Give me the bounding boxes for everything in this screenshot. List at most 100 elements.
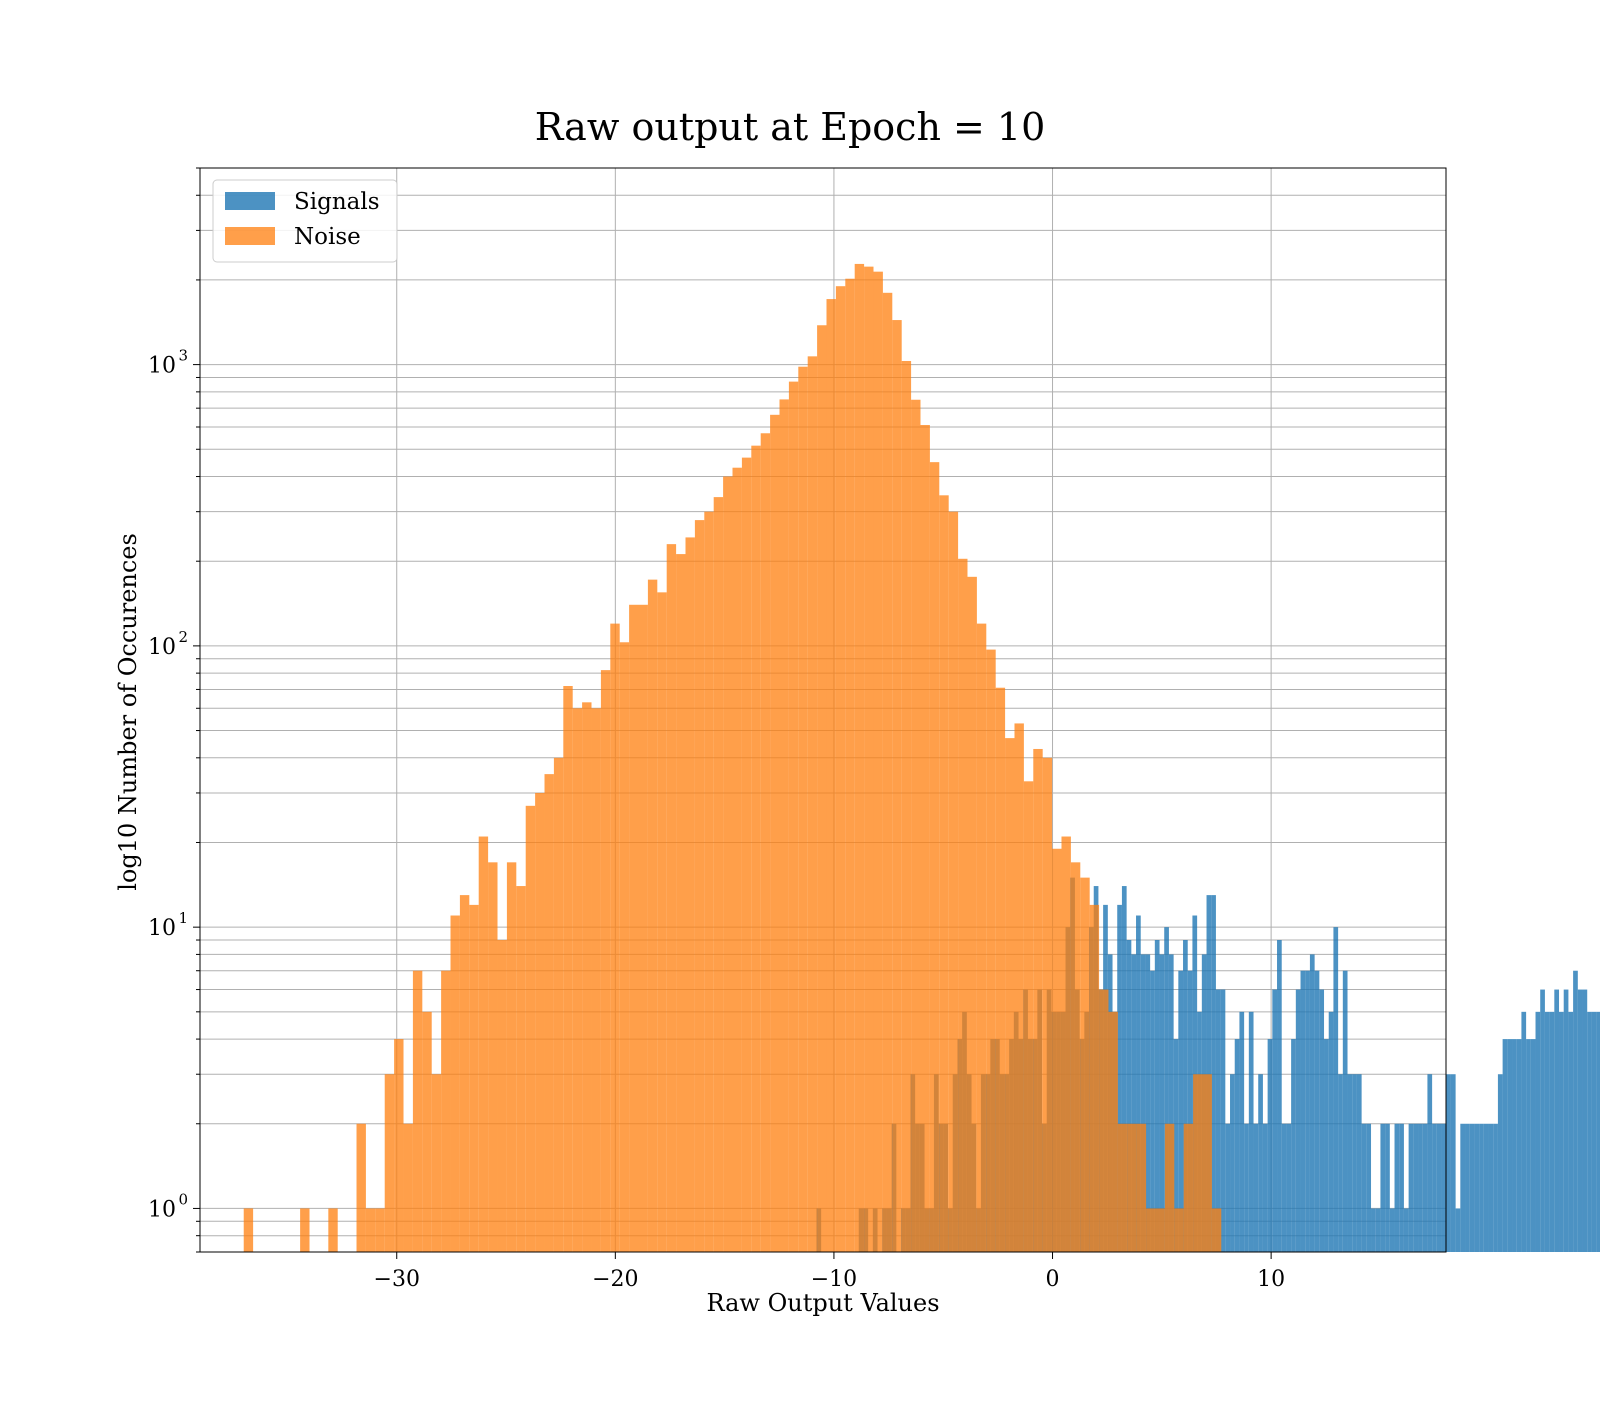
signals-bar [1168,954,1174,1252]
plot-frame [199,167,1447,1253]
signals-bar [1469,1123,1475,1252]
x-axis-label: Raw Output Values [706,1289,939,1317]
signals-bar [1286,1123,1292,1252]
signals-bar [1206,895,1212,1252]
noise-bar [525,805,536,1252]
x-tick-label: 10 [1257,1267,1285,1292]
noise-bar [1023,781,1034,1252]
signals-bar [1281,1123,1287,1252]
signals-bar [1436,1123,1442,1252]
signals-bar [1300,970,1306,1252]
noise-bar [1099,989,1109,1252]
noise-bar [450,915,460,1252]
noise-bar [929,462,940,1253]
noise-bar [657,592,667,1252]
signals-bar [1305,970,1310,1252]
noise-bar [1146,1208,1156,1252]
noise-bar [741,457,752,1252]
signals-bar [1230,1074,1235,1252]
noise-bar [760,433,771,1252]
signals-bar [1441,1123,1447,1252]
signals-bar [1239,1011,1245,1252]
noise-bar [600,670,611,1252]
noise-bar [939,495,949,1252]
signals-bar [1399,1123,1404,1252]
signals-bar [1535,1011,1541,1252]
noise-bar [1155,1208,1165,1252]
noise-bar [976,623,987,1252]
signals-bar [1248,1011,1254,1252]
noise-bar [1108,1011,1118,1252]
noise-bar [619,642,630,1252]
signals-bar [1497,1074,1503,1252]
noise-bar [1089,904,1100,1252]
noise-bar [384,1074,395,1252]
signals-bar [1258,1074,1263,1252]
noise-bar [779,399,789,1253]
noise-bar [591,708,601,1252]
noise-bar [713,497,724,1252]
noise-bar [694,520,705,1252]
signals-bar [1140,954,1146,1252]
signals-bar [1347,1074,1353,1252]
x-tick-label: −10 [811,1267,857,1292]
noise-bar [572,708,583,1252]
noise-bar [864,266,874,1252]
signals-bar [1568,1011,1574,1252]
signals-bar [1544,1011,1550,1252]
y-axis-label: log10 Number of Occurences [114,533,142,891]
signals-bar [1375,1208,1381,1252]
y-tick-label: 10 [148,354,176,379]
bars-layer [243,263,1600,1253]
signals-bar [1587,1011,1592,1252]
noise-bar [1014,723,1024,1252]
noise-bar [412,970,423,1252]
signals-bar [1554,989,1560,1252]
noise-bar [1174,1208,1184,1252]
signals-bar [1465,1123,1470,1252]
signals-bar [1422,1123,1428,1252]
y-tick-exponent: 3 [178,347,188,365]
noise-bar [1211,1208,1222,1252]
noise-bar [647,579,658,1252]
signals-bar [1324,1039,1329,1252]
noise-bar [732,467,742,1252]
signals-bar [1474,1123,1480,1252]
signals-bar [1159,954,1165,1252]
signals-bar [1563,989,1569,1252]
signals-bar [1145,954,1151,1252]
noise-bar [967,576,977,1252]
legend-swatch-signals [225,192,275,210]
signals-bar [1591,1011,1597,1252]
noise-bar [356,1123,366,1252]
signals-bar [1394,1123,1400,1252]
signals-bar [1267,1039,1273,1252]
noise-bar [431,1074,442,1252]
signals-bar [1187,970,1193,1252]
signals-bar [1516,1039,1522,1252]
noise-bar [1052,848,1062,1252]
signals-bar [1403,1208,1409,1252]
signals-bar [1173,1039,1179,1252]
signals-bar [1121,886,1127,1252]
signals-bar [1361,1123,1367,1252]
signals-bar [1446,1074,1451,1252]
noise-bar [1070,862,1081,1252]
signals-bar [1450,1074,1456,1252]
y-tick-label: 10 [148,635,176,660]
signals-bar [1136,915,1141,1252]
signals-bar [1573,970,1578,1252]
signals-bar [1220,989,1226,1252]
noise-bar [911,399,921,1253]
noise-bar [1042,757,1053,1252]
noise-bar [403,1123,413,1252]
signals-bar [1455,1208,1461,1252]
noise-bar [1061,836,1071,1252]
y-tick-exponent: 2 [178,628,188,646]
noise-bar [1193,1074,1203,1252]
signals-bar [1549,1011,1555,1252]
signals-bar [1371,1208,1376,1252]
signals-bar [1540,989,1545,1252]
noise-bar [516,886,526,1252]
signals-bar [1262,1123,1268,1252]
